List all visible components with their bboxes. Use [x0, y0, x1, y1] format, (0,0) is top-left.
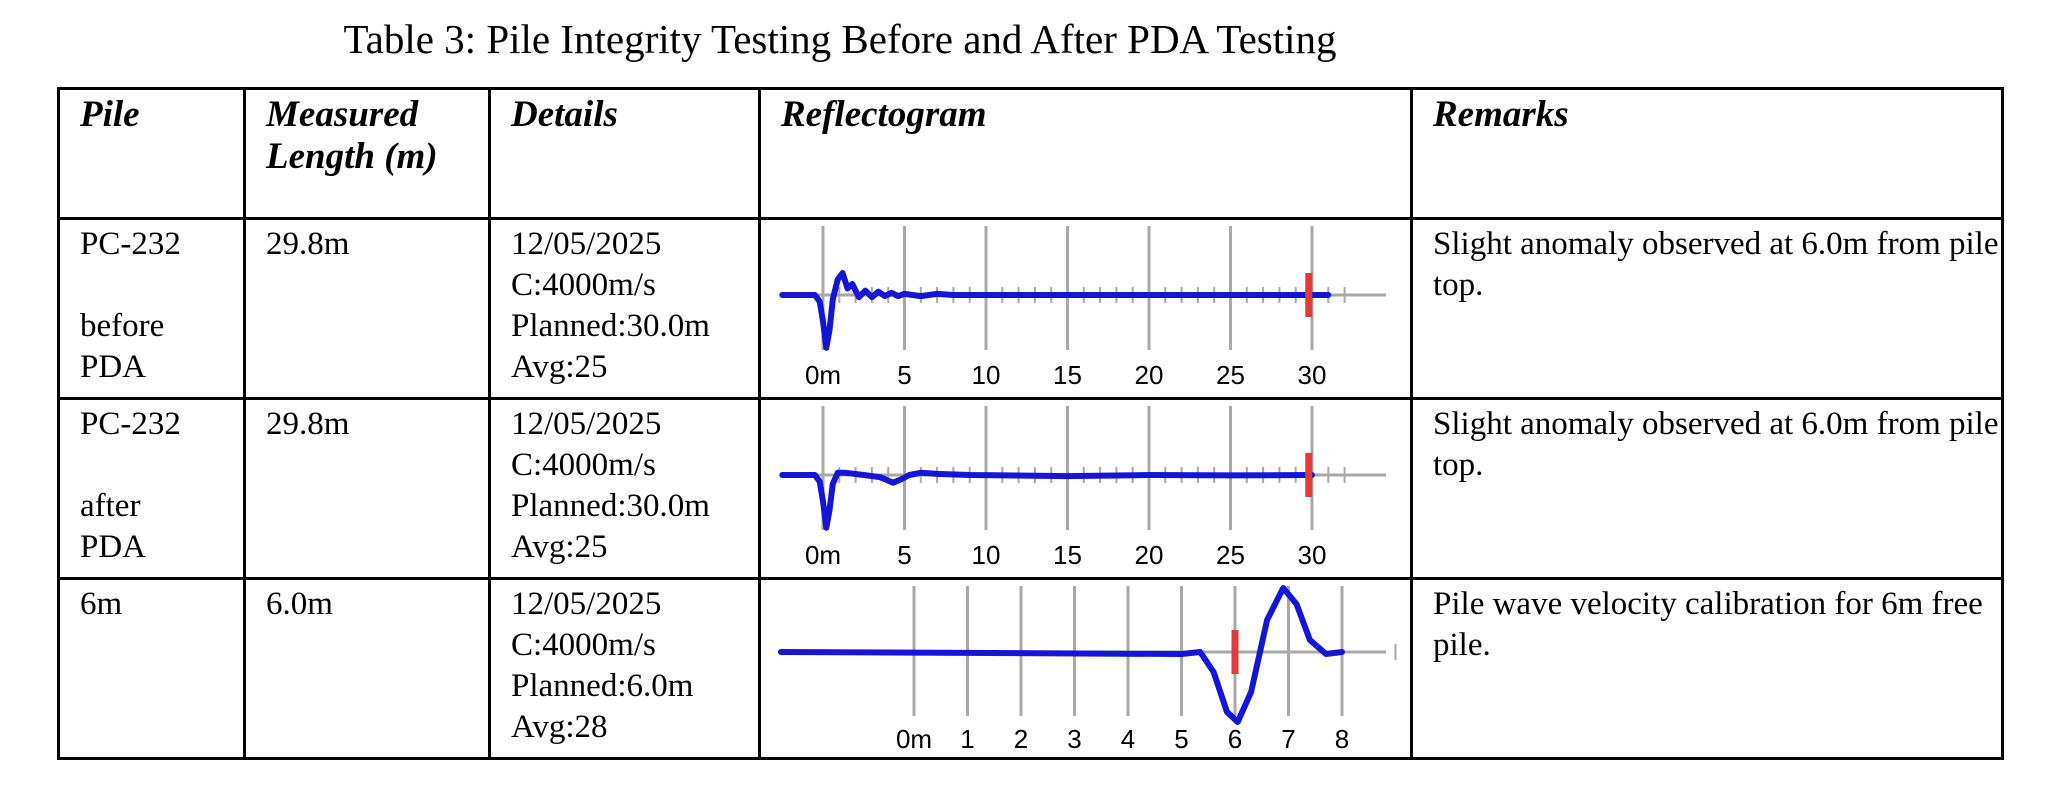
tick-label: 7	[1281, 724, 1295, 754]
tick-label: 3	[1067, 724, 1081, 754]
pile-id: PC-232	[80, 226, 181, 262]
col-header-remarks: Remarks	[1410, 87, 2004, 220]
average: Avg:25	[511, 529, 608, 565]
tick-label: 0m	[805, 360, 841, 390]
test-date: 12/05/2025	[511, 586, 662, 622]
test-date: 12/05/2025	[511, 406, 662, 442]
tick-label: 15	[1053, 360, 1082, 390]
pile-cell: 6m	[57, 577, 246, 760]
col-header-length: Measured Length (m)	[243, 87, 491, 220]
tick-label: 0m	[805, 540, 841, 570]
tick-label: 5	[1174, 724, 1188, 754]
tick-label: 30	[1298, 540, 1327, 570]
tick-label: 8	[1335, 724, 1349, 754]
signal-trace	[778, 585, 1345, 725]
tick-label: 25	[1216, 360, 1245, 390]
details-cell: 12/05/2025 C:4000m/s Planned:30.0m Avg:2…	[488, 397, 761, 580]
reflectogram: 0m 1 2 3 4 5 6 7 8	[778, 585, 1397, 754]
length-cell: 6.0m	[243, 577, 491, 760]
integrity-table: Pile Measured Length (m) Details Reflect…	[57, 87, 2004, 760]
wave-velocity: C:4000m/s	[511, 267, 656, 303]
tick-label: 10	[972, 360, 1001, 390]
reflectogram: 0m 5 10 15 20 25 30	[779, 406, 1386, 570]
details-cell: 12/05/2025 C:4000m/s Planned:30.0m Avg:2…	[488, 217, 761, 400]
tick-label: 5	[897, 360, 911, 390]
header-row: Pile Measured Length (m) Details Reflect…	[57, 87, 2004, 220]
pile-cell: PC-232 before PDA	[57, 217, 246, 400]
table-row: PC-232 after PDA 29.8m 12/05/2025 C:4000…	[57, 397, 2004, 580]
tick-label: 15	[1053, 540, 1082, 570]
reflectogram-cell: 0m 5 10 15 20 25 30	[758, 397, 1413, 580]
pile-id: 6m	[80, 586, 123, 622]
signal-trace	[779, 469, 1315, 531]
reflectogram-cell: 0m 5 10 15 20 25 30	[758, 217, 1413, 400]
reflectogram: 0m 5 10 15 20 25 30	[779, 226, 1386, 390]
tick-label: 1	[960, 724, 974, 754]
tick-label: 20	[1135, 360, 1164, 390]
remarks-cell: Slight anomaly observed at 6.0m from pil…	[1410, 217, 2004, 400]
table-row: PC-232 before PDA 29.8m 12/05/2025 C:400…	[57, 217, 2004, 400]
remarks-cell: Pile wave velocity calibration for 6m fr…	[1410, 577, 2004, 760]
average: Avg:25	[511, 349, 608, 385]
tick-label: 10	[972, 540, 1001, 570]
planned-length: Planned:30.0m	[511, 308, 710, 344]
col-header-pile: Pile	[57, 87, 246, 220]
signal-trace	[779, 270, 1332, 351]
tick-label: 0m	[896, 724, 932, 754]
tick-label: 25	[1216, 540, 1245, 570]
table-row: 6m 6.0m 12/05/2025 C:4000m/s Planned:6.0…	[57, 577, 2004, 760]
pile-state: before	[80, 308, 165, 344]
pile-id: PC-232	[80, 406, 181, 442]
details-cell: 12/05/2025 C:4000m/s Planned:6.0m Avg:28	[488, 577, 761, 760]
tick-label: 6	[1228, 724, 1242, 754]
pile-cell: PC-232 after PDA	[57, 397, 246, 580]
wave-velocity: C:4000m/s	[511, 447, 656, 483]
reflectogram-cell: 0m 1 2 3 4 5 6 7 8	[758, 577, 1413, 760]
pile-state-suffix: PDA	[80, 529, 147, 565]
remarks-cell: Slight anomaly observed at 6.0m from pil…	[1410, 397, 2004, 580]
col-header-details: Details	[488, 87, 761, 220]
planned-length: Planned:6.0m	[511, 668, 694, 704]
tick-label: 20	[1135, 540, 1164, 570]
length-cell: 29.8m	[243, 217, 491, 400]
average: Avg:28	[511, 709, 608, 745]
length-cell: 29.8m	[243, 397, 491, 580]
wave-velocity: C:4000m/s	[511, 627, 656, 663]
tick-label: 2	[1014, 724, 1028, 754]
tick-label: 5	[897, 540, 911, 570]
pile-state: after	[80, 488, 141, 524]
tick-label: 4	[1121, 724, 1135, 754]
col-header-reflectogram: Reflectogram	[758, 87, 1413, 220]
planned-length: Planned:30.0m	[511, 488, 710, 524]
tick-label: 30	[1298, 360, 1327, 390]
pile-state-suffix: PDA	[80, 349, 147, 385]
table-caption: Table 3: Pile Integrity Testing Before a…	[343, 16, 1337, 62]
test-date: 12/05/2025	[511, 226, 662, 262]
